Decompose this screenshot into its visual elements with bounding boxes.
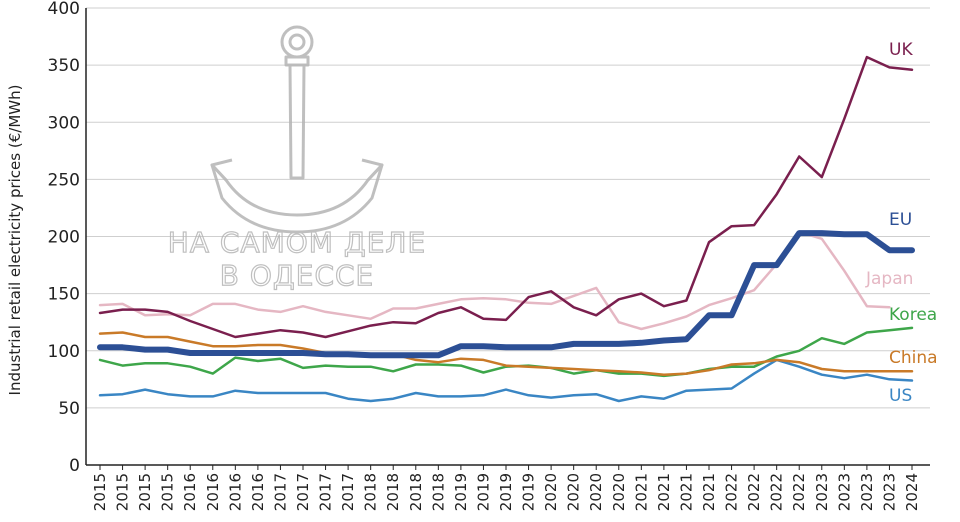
series-lines — [97, 55, 915, 403]
x-tick-label: 2020 — [565, 473, 583, 511]
x-tick-label: 2018 — [362, 473, 380, 511]
series-label-japan: Japan — [865, 269, 913, 289]
x-tick-label: 2023 — [813, 473, 831, 511]
y-tick-label: 250 — [48, 170, 80, 190]
series-line-eu — [97, 230, 915, 359]
x-tick-label: 2022 — [768, 473, 786, 511]
x-tick-label: 2017 — [339, 473, 357, 511]
x-tick-label: 2023 — [858, 473, 876, 511]
x-tick-label: 2022 — [745, 473, 763, 511]
series-line-uk — [98, 55, 914, 339]
series-labels: UK EU Japan Korea China US — [865, 40, 938, 406]
x-tick-label: 2020 — [610, 473, 628, 511]
y-tick-label: 350 — [48, 56, 80, 76]
watermark-logo: НА САМОМ ДЕЛЕ В ОДЕССЕ — [167, 25, 426, 293]
x-tick-label: 2022 — [723, 473, 741, 511]
series-label-china: China — [889, 348, 938, 368]
x-tick-label: 2016 — [249, 473, 267, 511]
x-tick-label: 2023 — [835, 473, 853, 511]
x-tick-label: 2017 — [317, 473, 335, 511]
x-tick-label: 2015 — [114, 473, 132, 511]
series-label-korea: Korea — [889, 305, 937, 325]
x-tick-label: 2020 — [542, 473, 560, 511]
x-tick-label: 2021 — [677, 473, 695, 511]
x-tick-label: 2021 — [632, 473, 650, 511]
series-label-eu: EU — [889, 210, 912, 230]
y-tick-label: 100 — [48, 342, 80, 362]
x-tick-labels: 2015 2015 2015 2015 2016 2016 2016 2016 2017 2017… — [91, 465, 921, 511]
series-line-china — [98, 331, 914, 376]
x-tick-label: 2018 — [407, 473, 425, 511]
x-tick-label: 2016 — [181, 473, 199, 511]
x-tick-label: 2015 — [136, 473, 154, 511]
series-label-uk: UK — [889, 40, 913, 60]
x-tick-label: 2015 — [159, 473, 177, 511]
y-tick-label: 200 — [48, 228, 80, 248]
y-tick-labels: 0 50 100 150 200 250 300 350 400 — [48, 0, 80, 476]
series-line-japan — [98, 230, 891, 331]
y-tick-label: 50 — [58, 399, 80, 419]
watermark-line1: НА САМОМ ДЕЛЕ — [168, 226, 426, 259]
x-tick-label: 2022 — [790, 473, 808, 511]
watermark-line2: В ОДЕССЕ — [220, 259, 375, 292]
y-axis-label: Industrial retail electricity prices (€/… — [6, 85, 24, 396]
x-tick-label: 2019 — [474, 473, 492, 511]
series-label-us: US — [889, 386, 912, 406]
anchor-icon — [210, 25, 384, 234]
x-tick-label: 2016 — [226, 473, 244, 511]
x-tick-label: 2019 — [452, 473, 470, 511]
x-tick-label: 2018 — [384, 473, 402, 511]
x-tick-label: 2021 — [700, 473, 718, 511]
y-tick-label: 0 — [69, 456, 80, 476]
x-tick-label: 2024 — [903, 473, 921, 511]
x-tick-label: 2019 — [520, 473, 538, 511]
x-tick-label: 2023 — [880, 473, 898, 511]
y-tick-label: 150 — [48, 285, 80, 305]
x-tick-label: 2017 — [271, 473, 289, 511]
x-tick-label: 2015 — [91, 473, 109, 511]
x-tick-label: 2019 — [497, 473, 515, 511]
y-tick-label: 400 — [48, 0, 80, 19]
x-tick-label: 2021 — [655, 473, 673, 511]
y-tick-label: 300 — [48, 113, 80, 133]
x-tick-label: 2016 — [204, 473, 222, 511]
x-tick-label: 2017 — [294, 473, 312, 511]
x-tick-label: 2018 — [429, 473, 447, 511]
x-tick-label: 2020 — [587, 473, 605, 511]
